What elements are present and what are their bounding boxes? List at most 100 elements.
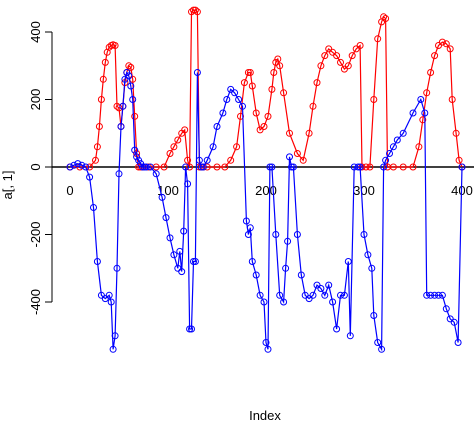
data-point (111, 42, 119, 49)
data-point (66, 163, 74, 171)
data-point (276, 291, 284, 299)
data-point (427, 69, 435, 76)
data-point (176, 247, 184, 255)
data-point (268, 85, 276, 93)
data-point (117, 123, 125, 130)
data-point (195, 156, 203, 164)
data-point (142, 163, 150, 171)
data-point (244, 69, 252, 76)
data-point (378, 345, 386, 353)
data-point (354, 163, 362, 171)
data-point (360, 231, 368, 238)
data-point (193, 8, 201, 16)
data-point (348, 52, 356, 60)
data-point (101, 58, 109, 66)
data-point (213, 163, 221, 171)
data-point (438, 38, 446, 46)
data-point (309, 102, 317, 110)
data-point (219, 109, 227, 117)
series-line (69, 70, 463, 352)
data-point (180, 227, 188, 235)
data-point (389, 163, 397, 171)
y-tick-label: 200 (28, 89, 43, 111)
data-point (125, 62, 133, 70)
data-point (399, 129, 407, 137)
data-point (256, 291, 264, 299)
data-point (90, 204, 97, 211)
data-point (240, 79, 248, 87)
data-point (370, 96, 378, 103)
data-point (399, 163, 407, 171)
data-point (115, 170, 123, 178)
data-point (99, 75, 107, 83)
data-point (431, 52, 439, 60)
data-point (86, 163, 94, 171)
x-tick-label: 300 (353, 183, 375, 198)
data-point (333, 52, 341, 60)
data-point (409, 109, 417, 117)
data-point (446, 45, 454, 53)
data-point (209, 143, 217, 151)
data-point (235, 96, 243, 103)
data-point (427, 291, 435, 299)
data-point (191, 258, 199, 265)
data-point (174, 136, 182, 144)
data-point (93, 258, 101, 265)
data-point (246, 69, 254, 76)
data-point (317, 285, 325, 292)
data-point (131, 146, 139, 154)
data-point (340, 291, 348, 299)
data-point (190, 6, 197, 14)
data-point (246, 224, 254, 232)
series-1 (66, 6, 466, 171)
data-point (423, 291, 431, 299)
data-point (252, 271, 260, 279)
y-tick-label: -400 (28, 289, 43, 315)
data-point (329, 298, 337, 306)
data-point (93, 143, 101, 151)
data-point (197, 163, 205, 171)
data-point (221, 163, 229, 171)
data-point (139, 163, 146, 171)
data-point (113, 264, 121, 272)
data-point (231, 89, 239, 97)
y-tick-label: -200 (28, 221, 43, 247)
data-point (97, 96, 105, 103)
data-point (182, 163, 190, 171)
data-point (374, 339, 382, 346)
data-point (137, 160, 145, 168)
data-point (190, 258, 197, 265)
y-tick-label: 400 (28, 21, 43, 43)
y-ticks: -400 -200 0 200 400 (28, 21, 52, 315)
data-point (227, 85, 235, 93)
data-point (166, 234, 174, 242)
data-point (260, 298, 268, 306)
series-2 (66, 69, 466, 353)
data-point (337, 291, 344, 299)
data-point (309, 291, 317, 299)
data-point (105, 291, 113, 299)
data-point (256, 126, 264, 134)
data-point (368, 264, 376, 272)
data-point (127, 63, 135, 71)
data-point (121, 75, 129, 83)
data-point (305, 129, 313, 137)
data-point (272, 58, 280, 66)
data-point (107, 298, 115, 306)
data-point (448, 96, 456, 103)
data-point (299, 156, 307, 164)
data-point (125, 72, 133, 80)
data-point (119, 102, 127, 110)
data-point (70, 161, 78, 169)
data-point (374, 35, 382, 43)
data-point (123, 69, 131, 76)
data-point (276, 62, 284, 70)
data-point (166, 150, 174, 157)
data-point (74, 160, 82, 168)
y-axis-label: a[, 1] (0, 171, 15, 200)
data-point (160, 163, 168, 171)
data-point (370, 312, 378, 319)
data-point (111, 332, 119, 340)
data-point (274, 55, 282, 63)
data-point (270, 69, 278, 76)
